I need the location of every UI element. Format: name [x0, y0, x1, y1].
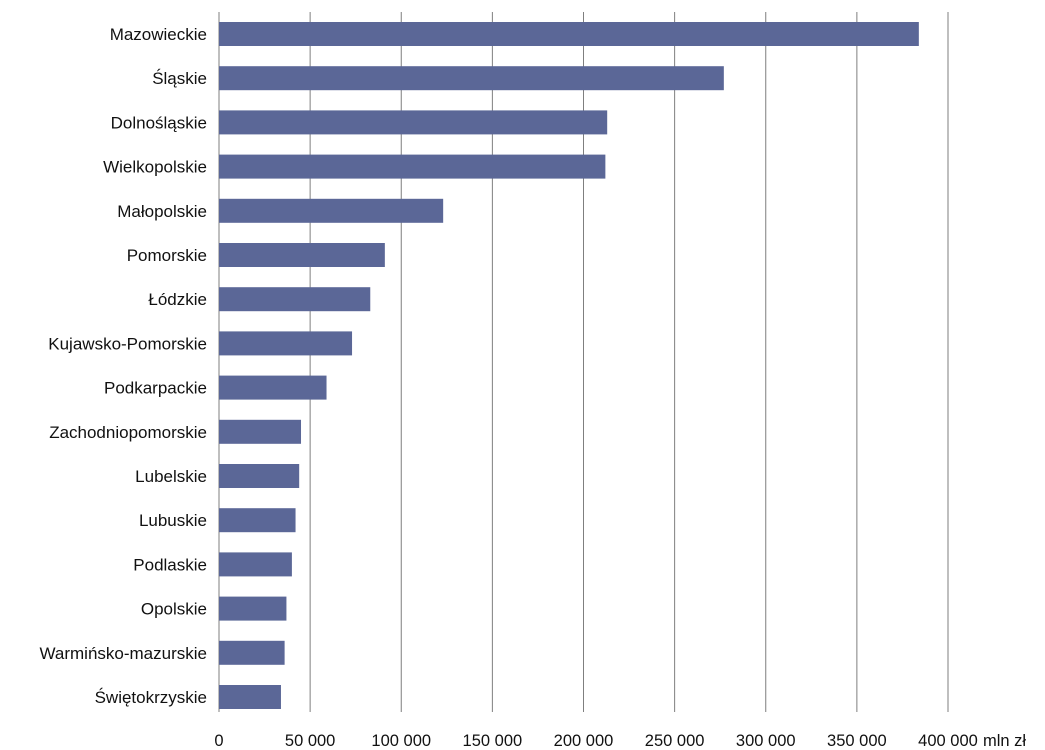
x-axis-unit-label: mln zł — [983, 732, 1026, 750]
category-label: Warmińsko-mazurskie — [39, 644, 207, 663]
category-label: Podkarpackie — [104, 379, 207, 398]
x-tick-label: 350 000 — [827, 732, 887, 750]
bar — [219, 685, 281, 709]
bar — [219, 464, 300, 488]
bar — [219, 508, 296, 533]
category-label: Łódzkie — [148, 290, 207, 309]
x-tick-label: 100 000 — [371, 732, 431, 750]
x-axis-tick-labels: 0 50 000 100 000 150 000 200 000 250 000 300 0… — [214, 732, 977, 750]
x-tick-label: 0 — [214, 732, 223, 750]
x-tick-label: 300 000 — [736, 732, 796, 750]
category-label: Opolskie — [141, 600, 207, 619]
bar — [219, 596, 287, 621]
x-tick-label: 400 000 — [918, 732, 978, 750]
category-label: Świętokrzyskie — [95, 688, 207, 707]
category-label: Małopolskie — [117, 202, 207, 221]
bar — [219, 154, 606, 179]
category-label: Wielkopolskie — [103, 158, 207, 177]
category-label: Zachodniopomorskie — [49, 423, 207, 442]
bar — [219, 331, 353, 356]
bar — [219, 375, 327, 400]
category-label: Podlaskie — [133, 555, 207, 574]
category-label: Dolnośląskie — [111, 113, 207, 132]
x-tick-label: 250 000 — [645, 732, 705, 750]
category-label: Lubuskie — [139, 511, 207, 530]
bar — [219, 110, 608, 135]
bar — [219, 66, 724, 91]
category-label: Pomorskie — [127, 246, 207, 265]
category-label: Śląskie — [152, 69, 207, 88]
x-tick-label: 150 000 — [463, 732, 523, 750]
x-tick-label: 50 000 — [285, 732, 335, 750]
category-labels: Mazowieckie Śląskie Dolnośląskie Wielkopols… — [39, 25, 207, 707]
bar — [219, 243, 385, 267]
category-label: Lubelskie — [135, 467, 207, 486]
x-tick-label: 200 000 — [554, 732, 614, 750]
bar — [219, 198, 444, 223]
bars — [219, 22, 919, 709]
bar — [219, 22, 919, 46]
bar — [219, 640, 285, 665]
category-label: Mazowieckie — [110, 25, 207, 44]
bar — [219, 419, 302, 444]
bar — [219, 552, 292, 577]
bar — [219, 287, 371, 312]
category-label: Kujawsko-Pomorskie — [48, 334, 207, 353]
